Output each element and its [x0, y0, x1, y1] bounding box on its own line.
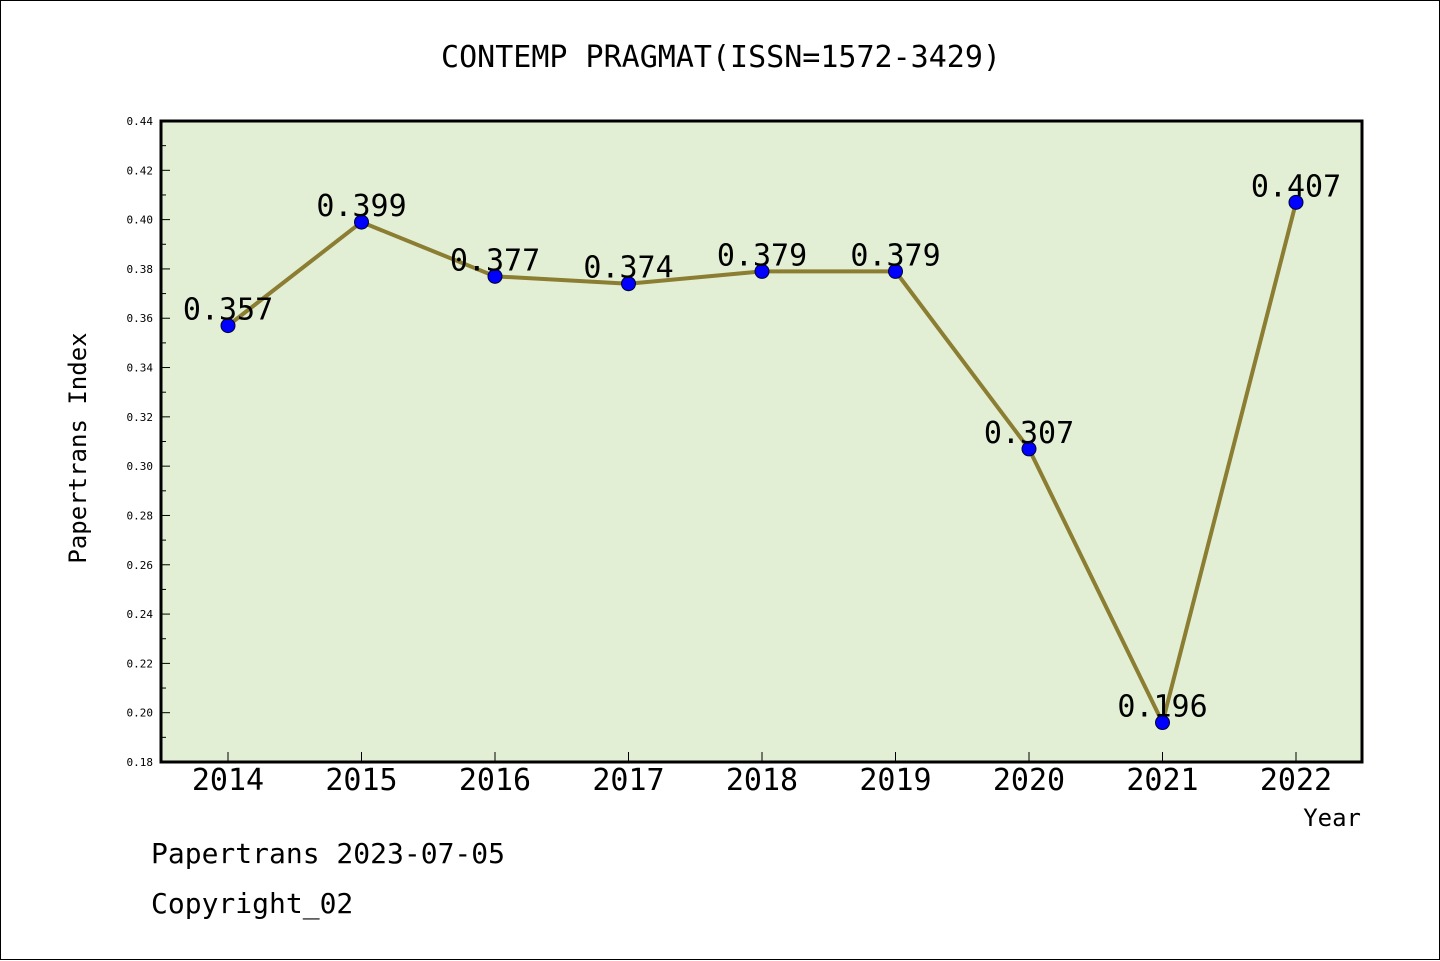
- y-tick-label: 0.36: [127, 312, 154, 325]
- x-axis: 2014 2015 2016 2017 2018 2019 2020 2021 2022: [192, 752, 1332, 798]
- data-point: [621, 276, 636, 292]
- x-tick-label: 2022: [1260, 763, 1332, 798]
- y-tick-label: 0.28: [127, 509, 154, 522]
- data-label: 0.307: [984, 416, 1074, 451]
- y-tick-label: 0.20: [127, 707, 154, 720]
- y-tick-label: 0.40: [127, 214, 154, 227]
- x-tick-label: 2019: [859, 763, 931, 798]
- footer-date: Papertrans 2023-07-05: [151, 837, 506, 870]
- x-tick-label: 2015: [325, 763, 397, 798]
- y-tick-label: 0.18: [127, 756, 154, 769]
- data-point: [220, 318, 236, 334]
- chart-title: CONTEMP PRAGMAT(ISSN=1572-3429): [441, 40, 1001, 75]
- data-point: [754, 263, 770, 279]
- data-point: [1288, 194, 1304, 210]
- data-label: 0.379: [717, 238, 807, 273]
- data-label: 0.357: [183, 293, 273, 328]
- y-tick-label: 0.26: [127, 559, 154, 572]
- data-label: 0.196: [1117, 690, 1207, 725]
- data-label: 0.407: [1251, 169, 1341, 204]
- data-label: 0.379: [850, 238, 940, 273]
- y-tick-label: 0.24: [127, 608, 154, 621]
- data-point: [888, 263, 903, 279]
- y-tick-label: 0.34: [127, 362, 154, 375]
- y-axis-label: Papertrans Index: [64, 332, 92, 563]
- footer-copyright: Copyright_02: [151, 887, 354, 920]
- data-point: [1155, 715, 1170, 731]
- x-axis-label: Year: [1303, 804, 1361, 832]
- y-axis: 0.18 0.20 0.22 0.24 0.26 0.28 0.30 0.32 0.34 0.36…: [127, 115, 170, 769]
- series-layer: 0.357 0.399 0.377 0.374 0.379 0.379 0.307 0.196…: [183, 169, 1341, 731]
- y-tick-label: 0.30: [127, 460, 154, 473]
- data-label: 0.377: [450, 243, 540, 278]
- data-label: 0.374: [583, 251, 673, 286]
- x-tick-label: 2018: [726, 763, 798, 798]
- x-tick-label: 2021: [1126, 763, 1198, 798]
- x-tick-label: 2014: [192, 763, 264, 798]
- y-tick-label: 0.42: [127, 164, 154, 177]
- x-tick-label: 2017: [592, 763, 664, 798]
- data-point: [354, 214, 369, 230]
- data-point: [487, 268, 503, 284]
- y-tick-label: 0.22: [127, 657, 154, 670]
- y-tick-label: 0.32: [127, 411, 154, 424]
- y-tick-label: 0.44: [127, 115, 154, 128]
- data-point: [1021, 441, 1037, 457]
- data-label: 0.399: [316, 189, 406, 224]
- y-tick-label: 0.38: [127, 263, 154, 276]
- x-tick-label: 2020: [993, 763, 1065, 798]
- x-tick-label: 2016: [459, 763, 531, 798]
